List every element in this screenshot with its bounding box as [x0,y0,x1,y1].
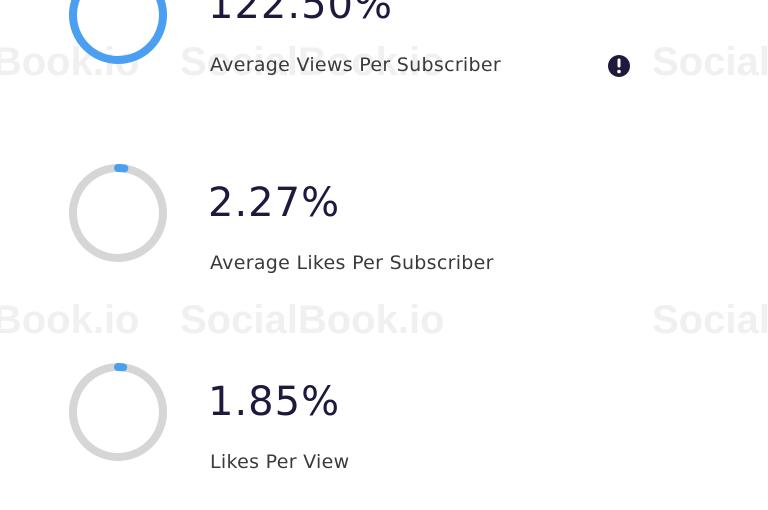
metric-list: 122.50% Average Views Per Subscriber 2.27%… [69,0,501,473]
metric-value: 1.85% [208,379,340,425]
watermark: SocialBook.io [652,40,768,84]
metric: 2.27% Average Likes Per Subscriber [69,164,494,274]
watermark: SocialBook.io [0,298,140,342]
ring-track [69,363,167,461]
watermark: SocialBook.io [180,298,445,342]
watermark: SocialBook.io [180,40,445,84]
metric-value: 2.27% [208,180,340,226]
info-icon[interactable] [608,55,630,77]
ring-track [69,164,167,262]
metric: 122.50% Average Views Per Subscriber [69,0,501,76]
metric: 1.85% Likes Per View [69,363,349,473]
ring-progress [69,0,167,64]
metric-label: Likes Per View [210,451,349,473]
watermark: SocialBook.io [652,298,768,342]
watermarks: SocialBook.io SocialBook.io SocialBook.io S… [0,40,768,342]
metric-label: Average Views Per Subscriber [210,54,501,76]
metric-label: Average Likes Per Subscriber [210,252,494,274]
metric-value: 122.50% [208,0,393,28]
